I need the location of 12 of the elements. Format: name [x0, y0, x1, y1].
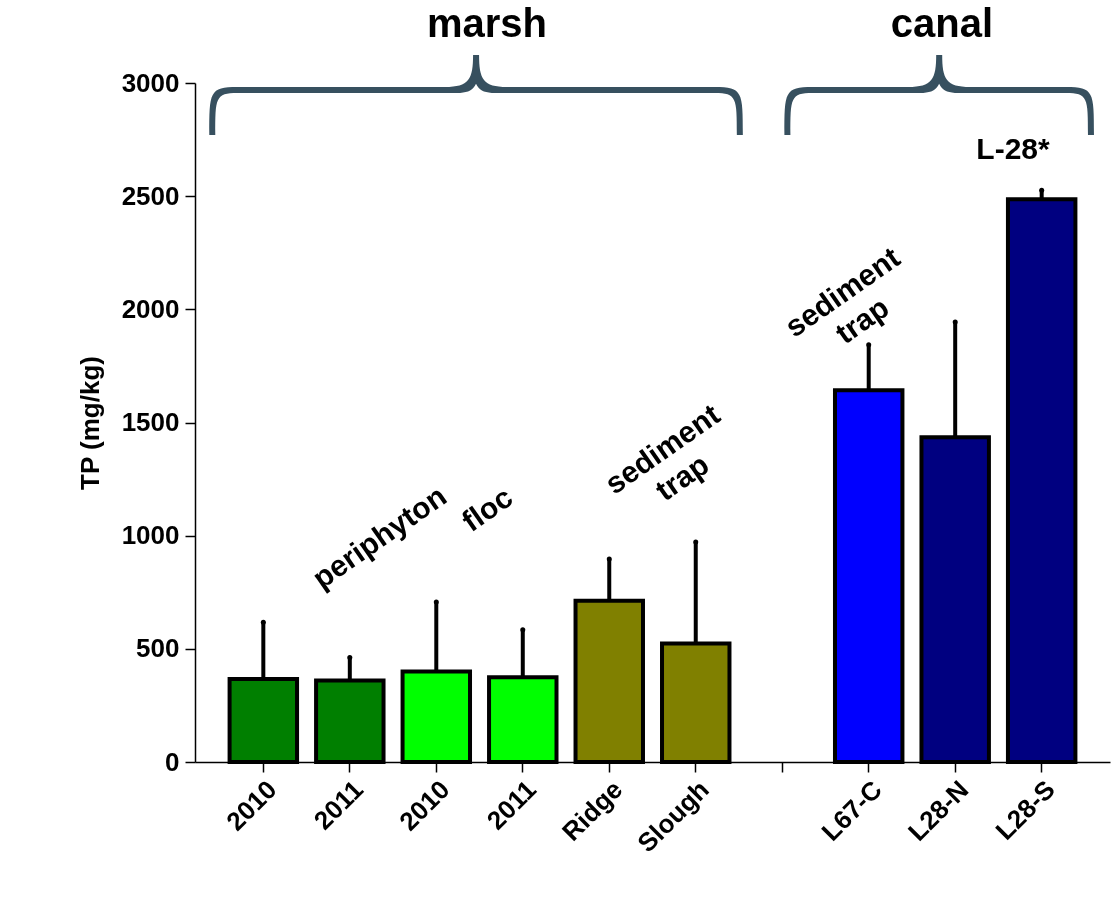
- y-tick-label: 3000: [121, 67, 180, 98]
- text: marsh: [426, 1, 548, 45]
- annotation: floc: [455, 479, 519, 538]
- annotation: L-28*: [976, 132, 1050, 165]
- y-tick-label: 0: [165, 746, 180, 777]
- y-tick-label: 1500: [121, 407, 180, 437]
- y-tick-label: 1000: [121, 520, 180, 551]
- y-tick-label: 2000: [121, 293, 180, 324]
- text: canal: [890, 1, 994, 45]
- y-tick-label: 500: [136, 633, 180, 664]
- y-axis-title: TP (mg/kg): [74, 356, 105, 490]
- y-tick-label: 2500: [121, 180, 180, 211]
